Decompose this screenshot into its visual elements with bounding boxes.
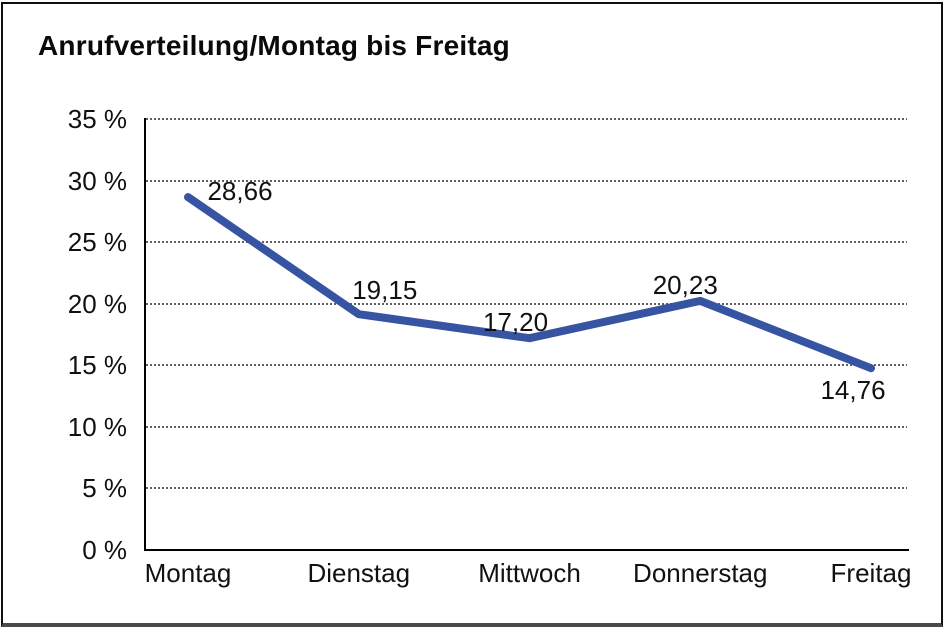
x-tick-label: Montag: [144, 558, 232, 588]
y-tick-label: 20 %: [67, 288, 127, 319]
gridline-15: [146, 364, 907, 367]
data-label: 14,76: [820, 375, 886, 406]
y-axis-line: [144, 118, 146, 551]
y-tick-label: 5 %: [82, 473, 127, 504]
x-tick-label: Dienstag: [307, 558, 411, 588]
data-label: 20,23: [652, 269, 718, 300]
y-tick-label: 30 %: [67, 165, 127, 196]
x-tick-label: Donnerstag: [633, 558, 768, 588]
y-tick-label: 15 %: [67, 350, 127, 381]
x-tick-label: Mittwoch: [478, 558, 581, 588]
y-tick-label: 10 %: [67, 411, 127, 442]
x-axis-line: [144, 549, 909, 551]
data-line: [184, 193, 875, 373]
gridline-35: [146, 118, 907, 120]
data-label: 19,15: [352, 275, 418, 306]
data-label: 28,66: [207, 176, 273, 207]
gridline-5: [146, 487, 907, 490]
y-tick-label: 35 %: [67, 104, 127, 134]
x-tick-label: Freitag: [830, 558, 912, 588]
gridline-30: [146, 179, 907, 182]
chart-title: Anrufverteilung/Montag bis Freitag: [38, 30, 510, 61]
data-label: 17,20: [482, 307, 549, 338]
gridline-25: [146, 241, 907, 244]
gridline-10: [146, 425, 907, 428]
y-tick-label: 25 %: [67, 227, 127, 258]
gridline-20: [146, 302, 907, 305]
y-tick-label: 0 %: [82, 535, 127, 565]
